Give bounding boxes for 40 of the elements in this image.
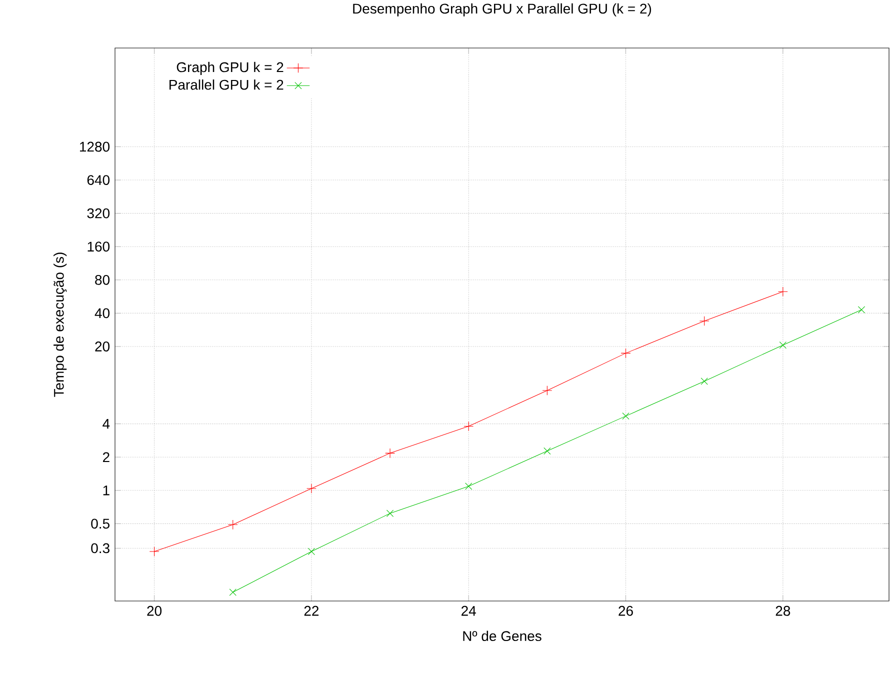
legend-label: Graph GPU k = 2 xyxy=(176,62,284,75)
x-tick-label: 20 xyxy=(147,606,162,616)
legend-label: Parallel GPU k = 2 xyxy=(170,79,284,90)
y-tick-label: 160 xyxy=(88,242,110,252)
y-tick-label: 4 xyxy=(102,419,110,429)
x-tick-label: 28 xyxy=(776,606,790,616)
point xyxy=(700,378,708,385)
point xyxy=(858,306,866,314)
y-axis-title: Tempo de execução (s) xyxy=(54,252,67,397)
y-tick-label: 2 xyxy=(102,452,110,462)
point xyxy=(544,447,551,455)
y-tick-label: 1 xyxy=(103,486,110,496)
point xyxy=(464,421,474,432)
x-axis-title: Nº de Genes xyxy=(463,630,542,642)
y-tick-label: 1280 xyxy=(80,142,110,152)
point xyxy=(306,484,316,494)
point xyxy=(778,286,788,297)
y-tick-label: 40 xyxy=(94,308,110,318)
y-tick-label: 0.3 xyxy=(91,543,110,554)
y-tick-label: 320 xyxy=(87,208,110,218)
point xyxy=(149,546,160,556)
x-tick-label: 22 xyxy=(304,606,319,616)
point xyxy=(228,520,238,530)
point xyxy=(386,510,394,517)
point xyxy=(542,386,552,396)
point xyxy=(620,348,631,358)
point xyxy=(622,412,630,420)
point xyxy=(385,448,395,458)
point xyxy=(465,482,472,490)
point xyxy=(779,342,786,349)
y-tick-label: 0.5 xyxy=(91,518,110,529)
point xyxy=(699,316,710,326)
x-tick-label: 24 xyxy=(462,606,476,616)
y-tick-label: 640 xyxy=(87,175,110,185)
point xyxy=(308,548,316,556)
x-tick-label: 26 xyxy=(618,606,633,616)
y-tick-label: 20 xyxy=(95,342,110,352)
y-tick-label: 80 xyxy=(95,274,110,285)
point xyxy=(229,588,236,596)
chart-title: Desempenho Graph GPU x Parallel GPU (k = 2) xyxy=(353,3,652,16)
